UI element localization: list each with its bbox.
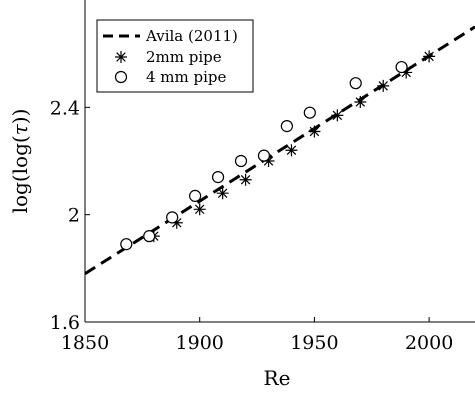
data-point-4-mm-pipe-1 xyxy=(143,230,156,243)
tick-layer: 1850 1900 1950 2000 1.6 2 2.4 xyxy=(50,97,454,354)
legend-symbol-asterisk-shape xyxy=(115,51,127,63)
data-point-2mm-pipe-11 xyxy=(400,66,413,79)
data-point-2mm-pipe-4-shape xyxy=(239,173,252,186)
data-point-2mm-pipe-1 xyxy=(170,216,183,229)
data-point-2mm-pipe-2-shape xyxy=(193,203,206,216)
legend-entry-avila: Avila (2011) xyxy=(145,27,238,45)
legend-symbol-asterisk xyxy=(115,51,127,63)
series-layer xyxy=(84,25,475,275)
data-point-2mm-pipe-1-shape xyxy=(170,216,183,229)
legend-entry-4mm-pipe: 4 mm pipe xyxy=(146,68,227,86)
legend: Avila (2011) 2mm pipe 4 mm pipe xyxy=(96,19,254,93)
data-point-2mm-pipe-9 xyxy=(354,95,367,108)
data-point-2mm-pipe-9-shape xyxy=(354,95,367,108)
data-point-2mm-pipe-7-shape xyxy=(308,125,321,138)
legend-symbols xyxy=(103,34,140,84)
data-point-2mm-pipe-3-shape xyxy=(216,187,229,200)
x-tick-label-2000: 2000 xyxy=(405,332,453,354)
x-tick-label-1950: 1950 xyxy=(290,332,338,354)
data-point-2mm-pipe-2 xyxy=(193,203,206,216)
y-tick-label-2: 2 xyxy=(68,205,80,227)
y-axis-label-suffix: )) xyxy=(8,109,32,125)
data-point-4-mm-pipe-2 xyxy=(166,211,179,224)
data-point-2mm-pipe-10-shape xyxy=(377,79,390,92)
data-point-4-mm-pipe-5 xyxy=(234,154,248,168)
data-point-2mm-pipe-8-shape xyxy=(331,109,344,122)
data-point-4-mm-pipe-7 xyxy=(280,120,293,133)
y-tick-label-2.4: 2.4 xyxy=(50,97,80,119)
data-point-2mm-pipe-12 xyxy=(423,50,436,63)
data-point-2mm-pipe-8 xyxy=(331,109,344,122)
legend-symbol-circle xyxy=(114,70,128,84)
x-axis-label: Re xyxy=(264,366,291,390)
data-point-2mm-pipe-7 xyxy=(308,125,321,138)
data-point-4-mm-pipe-9 xyxy=(349,77,362,90)
data-point-4-mm-pipe-4 xyxy=(211,171,225,184)
y-axis-label: log(log(τ)) xyxy=(8,109,32,214)
data-point-2mm-pipe-6-shape xyxy=(285,144,298,157)
data-point-4-mm-pipe-8 xyxy=(303,106,316,119)
data-point-2mm-pipe-11-shape xyxy=(400,66,413,79)
data-point-2mm-pipe-6 xyxy=(285,144,298,157)
data-point-4-mm-pipe-0 xyxy=(120,238,133,251)
data-point-2mm-pipe-3 xyxy=(216,187,229,200)
data-point-2mm-pipe-5-shape xyxy=(262,155,275,167)
data-point-2mm-pipe-5 xyxy=(262,155,275,167)
data-point-2mm-pipe-4 xyxy=(239,173,252,186)
y-tick-label-1.6: 1.6 xyxy=(50,312,80,334)
legend-entry-2mm-pipe: 2mm pipe xyxy=(146,48,222,66)
data-point-4-mm-pipe-6 xyxy=(257,149,271,162)
data-point-2mm-pipe-10 xyxy=(377,79,390,92)
x-tick-label-1900: 1900 xyxy=(176,332,224,354)
data-point-2mm-pipe-12-shape xyxy=(423,50,436,63)
data-point-4-mm-pipe-3 xyxy=(189,189,202,202)
data-point-4-mm-pipe-10 xyxy=(395,60,408,74)
y-axis-label-symbol: τ xyxy=(8,123,32,135)
y-axis-label-prefix: log(log( xyxy=(8,135,32,213)
x-tick-label-1850: 1850 xyxy=(61,332,109,354)
